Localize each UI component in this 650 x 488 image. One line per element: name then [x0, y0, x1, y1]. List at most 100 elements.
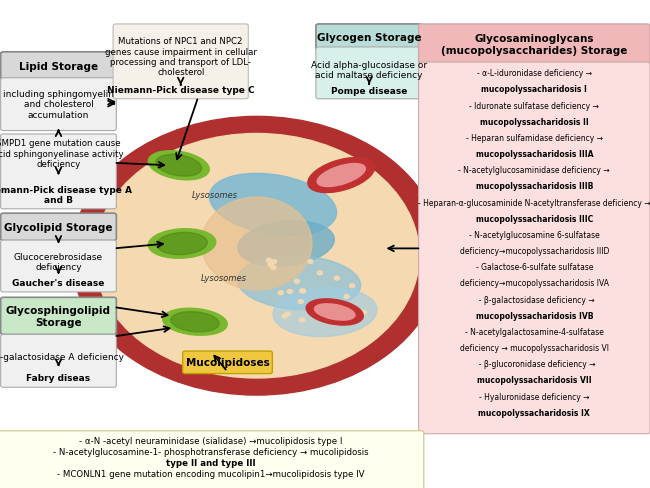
Text: - N-acetylglucosamine 6-sulfatase: - N-acetylglucosamine 6-sulfatase	[469, 230, 600, 240]
Circle shape	[268, 263, 273, 267]
Text: Niemann-Pick disease type C: Niemann-Pick disease type C	[107, 86, 255, 95]
Text: Niemann-Pick disease type A
and B: Niemann-Pick disease type A and B	[0, 185, 133, 205]
Text: type II and type III: type II and type III	[166, 458, 255, 468]
Text: Glycogen Storage: Glycogen Storage	[317, 33, 421, 43]
Text: - Heparan-α-glucosaminide N-acetyltransferase deficiency →: - Heparan-α-glucosaminide N-acetyltransf…	[418, 198, 650, 207]
Ellipse shape	[315, 304, 355, 321]
Text: Fabry diseas: Fabry diseas	[27, 374, 90, 383]
Circle shape	[328, 312, 333, 316]
Text: Pompe disease: Pompe disease	[331, 87, 408, 96]
Circle shape	[377, 270, 382, 274]
Text: deficiency → mucopolyssacharidosis VI: deficiency → mucopolyssacharidosis VI	[460, 344, 609, 352]
Text: Glycosphingolipid
Storage: Glycosphingolipid Storage	[6, 305, 111, 327]
Ellipse shape	[306, 299, 363, 325]
Circle shape	[282, 314, 287, 318]
Text: Lysosomes: Lysosomes	[202, 274, 247, 283]
FancyBboxPatch shape	[419, 63, 650, 434]
FancyBboxPatch shape	[316, 25, 422, 51]
Circle shape	[94, 134, 419, 378]
Ellipse shape	[171, 312, 219, 332]
Circle shape	[300, 289, 306, 293]
Text: - Heparan sulfamidase deficiency →: - Heparan sulfamidase deficiency →	[466, 134, 603, 142]
Ellipse shape	[209, 174, 337, 236]
Text: - MCONLN1 gene mutation encoding mucolipin1→mucolipidosis type IV: - MCONLN1 gene mutation encoding mucolip…	[57, 469, 365, 478]
Circle shape	[294, 280, 300, 284]
Text: - α-N -acetyl neuraminidase (sialidase) →mucolipidosis type I: - α-N -acetyl neuraminidase (sialidase) …	[79, 436, 343, 445]
Circle shape	[278, 291, 283, 295]
Text: - N-acetylglucosamine-1- phosphotransferase deficiency → mucolipidosis: - N-acetylglucosamine-1- phosphotransfer…	[53, 447, 369, 456]
Text: mucopolyssacharidosis I: mucopolyssacharidosis I	[482, 85, 587, 94]
Text: - Galactose-6-sulfate sulfatase: - Galactose-6-sulfate sulfatase	[476, 263, 593, 272]
FancyBboxPatch shape	[183, 351, 272, 374]
Circle shape	[334, 277, 339, 281]
Text: Lipid Storage: Lipid Storage	[19, 61, 98, 71]
Text: mucopolyssacharidosis IVB: mucopolyssacharidosis IVB	[476, 311, 593, 320]
Circle shape	[344, 295, 349, 299]
Text: Glucocerebrosidase
deficiency: Glucocerebrosidase deficiency	[14, 252, 103, 272]
Text: Lysosomes: Lysosomes	[192, 191, 237, 200]
Circle shape	[333, 322, 339, 325]
Text: - α-L-iduronidase deficiency →: - α-L-iduronidase deficiency →	[477, 69, 592, 78]
Circle shape	[266, 259, 272, 263]
Ellipse shape	[317, 164, 365, 187]
Text: Gaucher's disease: Gaucher's disease	[12, 279, 105, 287]
Text: - β-glucoronidase deficiency →: - β-glucoronidase deficiency →	[474, 360, 595, 368]
Circle shape	[287, 290, 292, 294]
Text: - Iduronate sulfatase deficiency →: - Iduronate sulfatase deficiency →	[469, 102, 599, 110]
Text: deficiency→mucopolyssacharidosis IIID: deficiency→mucopolyssacharidosis IIID	[460, 246, 609, 256]
FancyBboxPatch shape	[1, 335, 116, 387]
Circle shape	[361, 310, 367, 314]
Text: deficiency→mucopolyssacharidosis IVA: deficiency→mucopolyssacharidosis IVA	[460, 279, 609, 288]
Circle shape	[335, 315, 341, 319]
Circle shape	[270, 266, 276, 270]
Text: α-galactosidase A deficiency: α-galactosidase A deficiency	[0, 353, 124, 362]
Circle shape	[272, 260, 277, 264]
Ellipse shape	[308, 158, 374, 193]
Text: SMPD1 gene mutation cause
acid sphingonyelinase activity
deficiency: SMPD1 gene mutation cause acid sphingony…	[0, 139, 124, 168]
Ellipse shape	[148, 229, 216, 259]
Circle shape	[300, 289, 305, 293]
Text: including sphingomyelin
and cholesterol
accumulation: including sphingomyelin and cholesterol …	[3, 90, 114, 119]
Ellipse shape	[157, 233, 207, 255]
FancyBboxPatch shape	[419, 25, 650, 65]
Ellipse shape	[156, 155, 202, 177]
Text: mucopolyssacharidosis II: mucopolyssacharidosis II	[480, 118, 589, 126]
FancyBboxPatch shape	[1, 241, 116, 292]
Text: - N-acetylgalactosamine-4-sulfatase: - N-acetylgalactosamine-4-sulfatase	[465, 327, 604, 336]
Text: mucopolyssacharidosis IX: mucopolyssacharidosis IX	[478, 408, 590, 417]
FancyBboxPatch shape	[1, 298, 116, 335]
Circle shape	[298, 300, 304, 304]
FancyBboxPatch shape	[1, 135, 116, 209]
FancyBboxPatch shape	[1, 214, 116, 241]
FancyBboxPatch shape	[0, 431, 424, 488]
Text: mucopolyssacharidosis IIIB: mucopolyssacharidosis IIIB	[476, 182, 593, 191]
Text: mucopolyssacharidosis IIIA: mucopolyssacharidosis IIIA	[476, 150, 593, 159]
Ellipse shape	[273, 288, 377, 337]
Text: Glycosaminoglycans
(mucopolysaccharides) Storage: Glycosaminoglycans (mucopolysaccharides)…	[441, 34, 627, 56]
Ellipse shape	[238, 222, 334, 266]
Text: Glycolipid Storage: Glycolipid Storage	[5, 223, 112, 232]
Circle shape	[307, 260, 313, 264]
Circle shape	[72, 117, 442, 395]
Circle shape	[315, 305, 320, 309]
Text: mucopolyssacharidosis VII: mucopolyssacharidosis VII	[477, 376, 592, 385]
FancyBboxPatch shape	[1, 79, 116, 131]
Circle shape	[300, 318, 305, 322]
Text: Mutations of NPC1 and NPC2
genes cause impairment in cellular
processing and tra: Mutations of NPC1 and NPC2 genes cause i…	[105, 37, 257, 77]
Text: - Hyaluronidase deficiency →: - Hyaluronidase deficiency →	[479, 392, 590, 401]
Text: Acid alpha-glucosidase or
acid maltase deficiency: Acid alpha-glucosidase or acid maltase d…	[311, 61, 427, 80]
Ellipse shape	[162, 308, 228, 336]
FancyBboxPatch shape	[316, 48, 422, 100]
FancyBboxPatch shape	[113, 25, 248, 100]
Ellipse shape	[202, 198, 312, 290]
Circle shape	[335, 313, 340, 317]
Text: - β-galactosidase deficiency →: - β-galactosidase deficiency →	[474, 295, 595, 304]
Ellipse shape	[237, 256, 361, 310]
Circle shape	[350, 284, 355, 288]
Text: Mucolipidoses: Mucolipidoses	[186, 358, 269, 367]
Text: mucopolyssacharidosis IIIC: mucopolyssacharidosis IIIC	[476, 214, 593, 224]
FancyBboxPatch shape	[1, 53, 116, 80]
Circle shape	[317, 271, 322, 275]
Text: - N-acetylglucosaminidase deficiency →: - N-acetylglucosaminidase deficiency →	[458, 166, 610, 175]
Ellipse shape	[148, 151, 209, 181]
